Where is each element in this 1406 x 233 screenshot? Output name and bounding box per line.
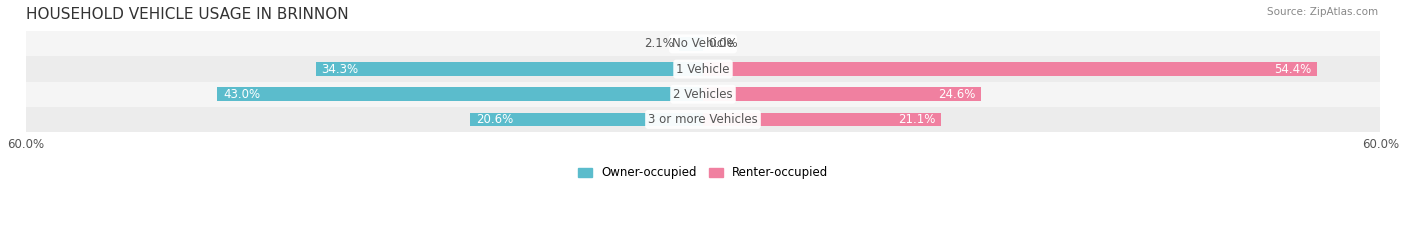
Bar <box>218 87 703 101</box>
Text: 34.3%: 34.3% <box>322 63 359 75</box>
Bar <box>679 37 703 51</box>
Bar <box>25 107 1381 132</box>
Text: 54.4%: 54.4% <box>1274 63 1312 75</box>
Text: No Vehicle: No Vehicle <box>672 38 734 50</box>
Bar <box>316 62 703 76</box>
Text: Source: ZipAtlas.com: Source: ZipAtlas.com <box>1267 7 1378 17</box>
Text: 21.1%: 21.1% <box>898 113 935 126</box>
Bar <box>703 62 1317 76</box>
Text: 1 Vehicle: 1 Vehicle <box>676 63 730 75</box>
Text: 43.0%: 43.0% <box>224 88 260 101</box>
Text: 0.0%: 0.0% <box>709 38 738 50</box>
Bar <box>471 113 703 126</box>
Text: 24.6%: 24.6% <box>938 88 976 101</box>
Text: 20.6%: 20.6% <box>477 113 513 126</box>
Bar <box>703 87 981 101</box>
Bar <box>25 56 1381 82</box>
Bar <box>703 113 941 126</box>
Legend: Owner-occupied, Renter-occupied: Owner-occupied, Renter-occupied <box>572 162 834 184</box>
Bar <box>25 31 1381 56</box>
Text: 3 or more Vehicles: 3 or more Vehicles <box>648 113 758 126</box>
Bar <box>25 82 1381 107</box>
Text: 2.1%: 2.1% <box>644 38 673 50</box>
Text: 2 Vehicles: 2 Vehicles <box>673 88 733 101</box>
Text: HOUSEHOLD VEHICLE USAGE IN BRINNON: HOUSEHOLD VEHICLE USAGE IN BRINNON <box>25 7 349 22</box>
